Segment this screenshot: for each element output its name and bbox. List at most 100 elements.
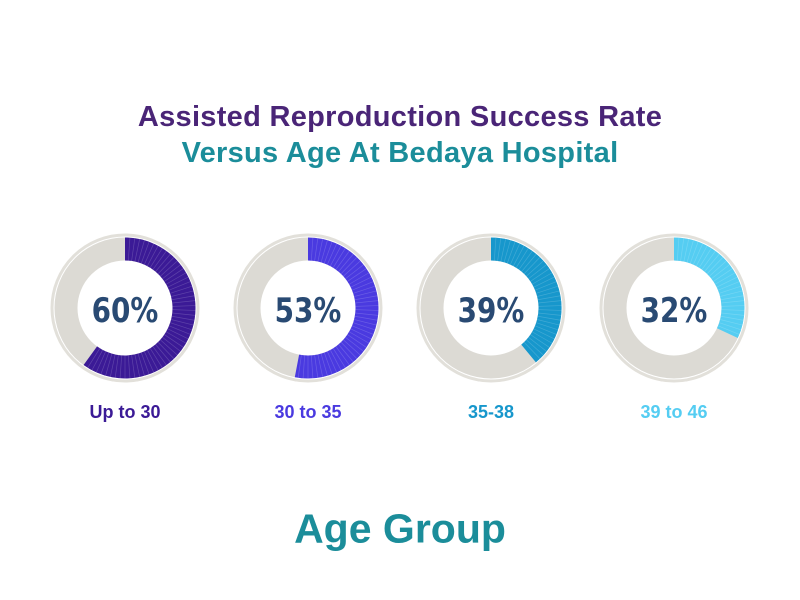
donut-texture-line — [528, 336, 547, 352]
donut-texture-line — [343, 260, 361, 277]
donut-texture-line — [719, 322, 742, 331]
donut-texture-line — [310, 237, 314, 261]
donut-texture-line — [531, 272, 553, 285]
donut-texture-line — [530, 268, 550, 282]
x-axis-label: Age Group — [294, 505, 506, 552]
donut-texture-line — [355, 305, 379, 307]
donut-texture-line — [165, 272, 187, 285]
donut-texture-line — [721, 312, 745, 316]
donut-texture-line — [87, 348, 101, 368]
donut-texture-line — [347, 334, 367, 348]
donut-texture-line — [144, 243, 154, 265]
donut-texture-line — [157, 341, 175, 359]
donut-texture-line — [310, 355, 314, 379]
donut-texture-line — [686, 240, 694, 263]
donut-texture-line — [714, 272, 736, 285]
donut-texture-line — [351, 325, 374, 335]
donut-texture-line — [171, 290, 194, 297]
donut-texture-line — [146, 245, 159, 267]
donut-texture-line — [332, 248, 346, 268]
donut-texture-line — [168, 281, 191, 291]
donut-texture-line — [355, 309, 379, 311]
donut-texture-line — [698, 248, 712, 268]
donut-texture-line — [353, 322, 376, 331]
donut-texture-line — [721, 309, 745, 311]
donut-texture-line — [127, 355, 131, 379]
donut-texture-line — [526, 260, 544, 277]
donut-texture-line — [131, 238, 136, 262]
donut-texture-line — [345, 336, 364, 352]
donut-texture-line — [709, 260, 727, 277]
donut-texture-line — [706, 257, 724, 275]
donut-texture-line — [536, 285, 559, 294]
donut-texture-line — [168, 325, 191, 335]
percent-label: 32% — [641, 291, 708, 330]
chart-title-line-1: Assisted Reproduction Success Rate — [137, 101, 663, 133]
donut-texture-line — [323, 352, 333, 375]
donut-texture-line — [683, 238, 690, 262]
donut-texture-line — [512, 245, 525, 267]
donut-texture-line — [538, 305, 562, 307]
donut-texture-line — [340, 257, 358, 275]
donut-texture-line — [149, 248, 163, 268]
donut-texture-line — [160, 339, 178, 356]
donut-texture-line — [711, 264, 730, 280]
donut-texture-line — [137, 353, 145, 376]
donut-texture-line — [693, 243, 703, 265]
percent-label: 53% — [275, 291, 342, 330]
donut-texture-line — [354, 295, 378, 301]
donut-texture-line — [164, 334, 184, 348]
donut-texture-line — [172, 300, 196, 304]
donut-texture-line — [493, 237, 497, 261]
donut-texture-line — [172, 309, 196, 311]
donut-texture-line — [171, 319, 194, 326]
donut-texture-line — [146, 349, 159, 371]
percent-label: 60% — [92, 291, 159, 330]
donut-texture-line — [96, 351, 106, 373]
donut-value-arc — [83, 237, 196, 379]
donut-texture-line — [329, 349, 342, 371]
donut-texture-line — [314, 354, 319, 378]
donut-texture-line — [338, 344, 354, 363]
donut-texture-line — [144, 351, 154, 373]
donut-1: 60% Up to 30 — [50, 233, 200, 422]
donut-texture-line — [155, 344, 171, 363]
donut-texture-line — [329, 245, 342, 267]
donut-texture-line — [347, 268, 367, 282]
category-label: 39 to 46 — [640, 402, 707, 422]
donut-value-arc — [294, 237, 379, 379]
donut-texture-line — [338, 253, 354, 272]
donut-texture-line — [537, 319, 560, 326]
donut-texture-line — [510, 243, 520, 265]
donut-texture-line — [521, 253, 537, 272]
donut-texture-line — [323, 241, 333, 264]
donut-texture-line — [119, 355, 123, 379]
donut-value-arc — [673, 237, 745, 339]
donut-texture-line — [134, 354, 141, 378]
donut-texture-line — [152, 250, 167, 270]
donut-texture-line — [518, 250, 533, 270]
donut-texture-line — [538, 312, 562, 316]
donut-texture-line — [351, 281, 374, 291]
donut-texture-line — [149, 348, 163, 368]
donut-texture-line — [355, 300, 379, 304]
donut-texture-line — [127, 237, 131, 261]
donut-texture-line — [720, 295, 744, 301]
donut-texture-line — [354, 315, 378, 321]
donut-texture-line — [713, 268, 733, 282]
donut-texture-line — [537, 290, 560, 297]
donut-texture-line — [320, 353, 328, 376]
category-label: Up to 30 — [89, 402, 160, 422]
donut-texture-line — [167, 328, 189, 340]
donut-texture-line — [171, 315, 195, 321]
donut-texture-line — [500, 238, 507, 262]
donut-texture-line — [538, 309, 562, 311]
donut-texture-line — [345, 264, 364, 280]
donut-texture-line — [533, 276, 555, 288]
donut-texture-line — [526, 339, 544, 356]
donut-texture-line — [354, 290, 377, 297]
donut-texture-line — [134, 238, 141, 262]
donut-texture-line — [680, 238, 685, 262]
donut-texture-line — [534, 325, 557, 335]
